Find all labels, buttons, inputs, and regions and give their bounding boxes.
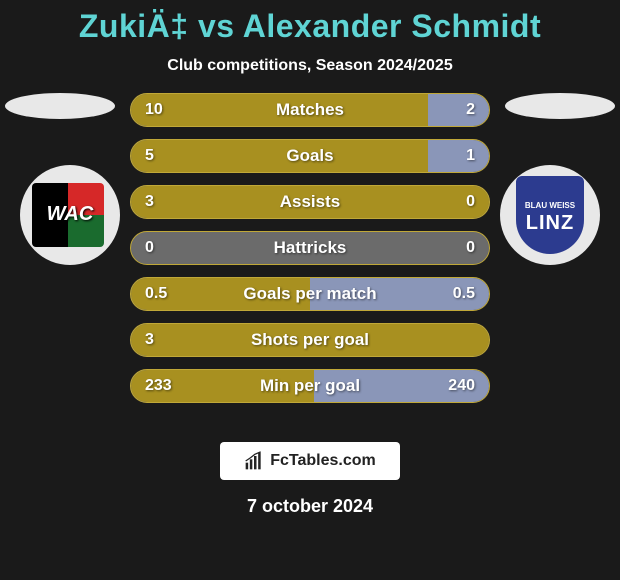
club-logo-left: WAC — [20, 165, 120, 265]
stat-value-left: 233 — [145, 370, 172, 402]
generation-date: 7 october 2024 — [0, 496, 620, 517]
club-logo-right-inner: BLAU WEISS LINZ — [516, 176, 584, 254]
stat-value-right: 0 — [466, 186, 475, 218]
stat-label: Shots per goal — [131, 324, 489, 356]
stat-row: Hattricks0 0 — [130, 231, 490, 265]
stat-value-left: 0 — [145, 232, 154, 264]
stat-value-left: 3 — [145, 324, 154, 356]
club-logo-right: BLAU WEISS LINZ — [500, 165, 600, 265]
stat-value-left: 5 — [145, 140, 154, 172]
page-title: ZukiÄ‡ vs Alexander Schmidt — [0, 0, 620, 45]
stat-label: Hattricks — [131, 232, 489, 264]
branding-text: FcTables.com — [270, 452, 376, 470]
stat-row: Min per goal233 240 — [130, 369, 490, 403]
comparison-chart: WAC BLAU WEISS LINZ Matches10 2 Goals5 1 Ass… — [0, 93, 620, 413]
stat-value-left: 10 — [145, 94, 163, 126]
stat-value-right: 1 — [466, 140, 475, 172]
stat-value-right: 0 — [466, 232, 475, 264]
stat-label: Goals — [131, 140, 489, 172]
stat-label: Matches — [131, 94, 489, 126]
stat-value-right: 0.5 — [453, 278, 475, 310]
club-logo-left-text: WAC — [20, 203, 120, 226]
stat-row: Matches10 2 — [130, 93, 490, 127]
club-logo-right-line2: LINZ — [526, 212, 574, 235]
stat-value-left: 0.5 — [145, 278, 167, 310]
stat-value-left: 3 — [145, 186, 154, 218]
stat-value-right: 2 — [466, 94, 475, 126]
stat-bars: Matches102Goals51Assists30Hattricks00Goa… — [130, 93, 490, 415]
season-subtitle: Club competitions, Season 2024/2025 — [0, 57, 620, 75]
stat-row: Assists3 0 — [130, 185, 490, 219]
stat-row: Shots per goal3 — [130, 323, 490, 357]
stat-row: Goals per match0.5 0.5 — [130, 277, 490, 311]
player-right-oval — [505, 93, 615, 119]
stat-label: Min per goal — [131, 370, 489, 402]
stat-row: Goals5 1 — [130, 139, 490, 173]
stat-value-right: 240 — [448, 370, 475, 402]
branding-badge: FcTables.com — [220, 442, 400, 480]
player-left-oval — [5, 93, 115, 119]
stat-label: Assists — [131, 186, 489, 218]
stat-label: Goals per match — [131, 278, 489, 310]
club-logo-right-line1: BLAU WEISS — [525, 201, 575, 210]
chart-icon — [244, 451, 264, 471]
